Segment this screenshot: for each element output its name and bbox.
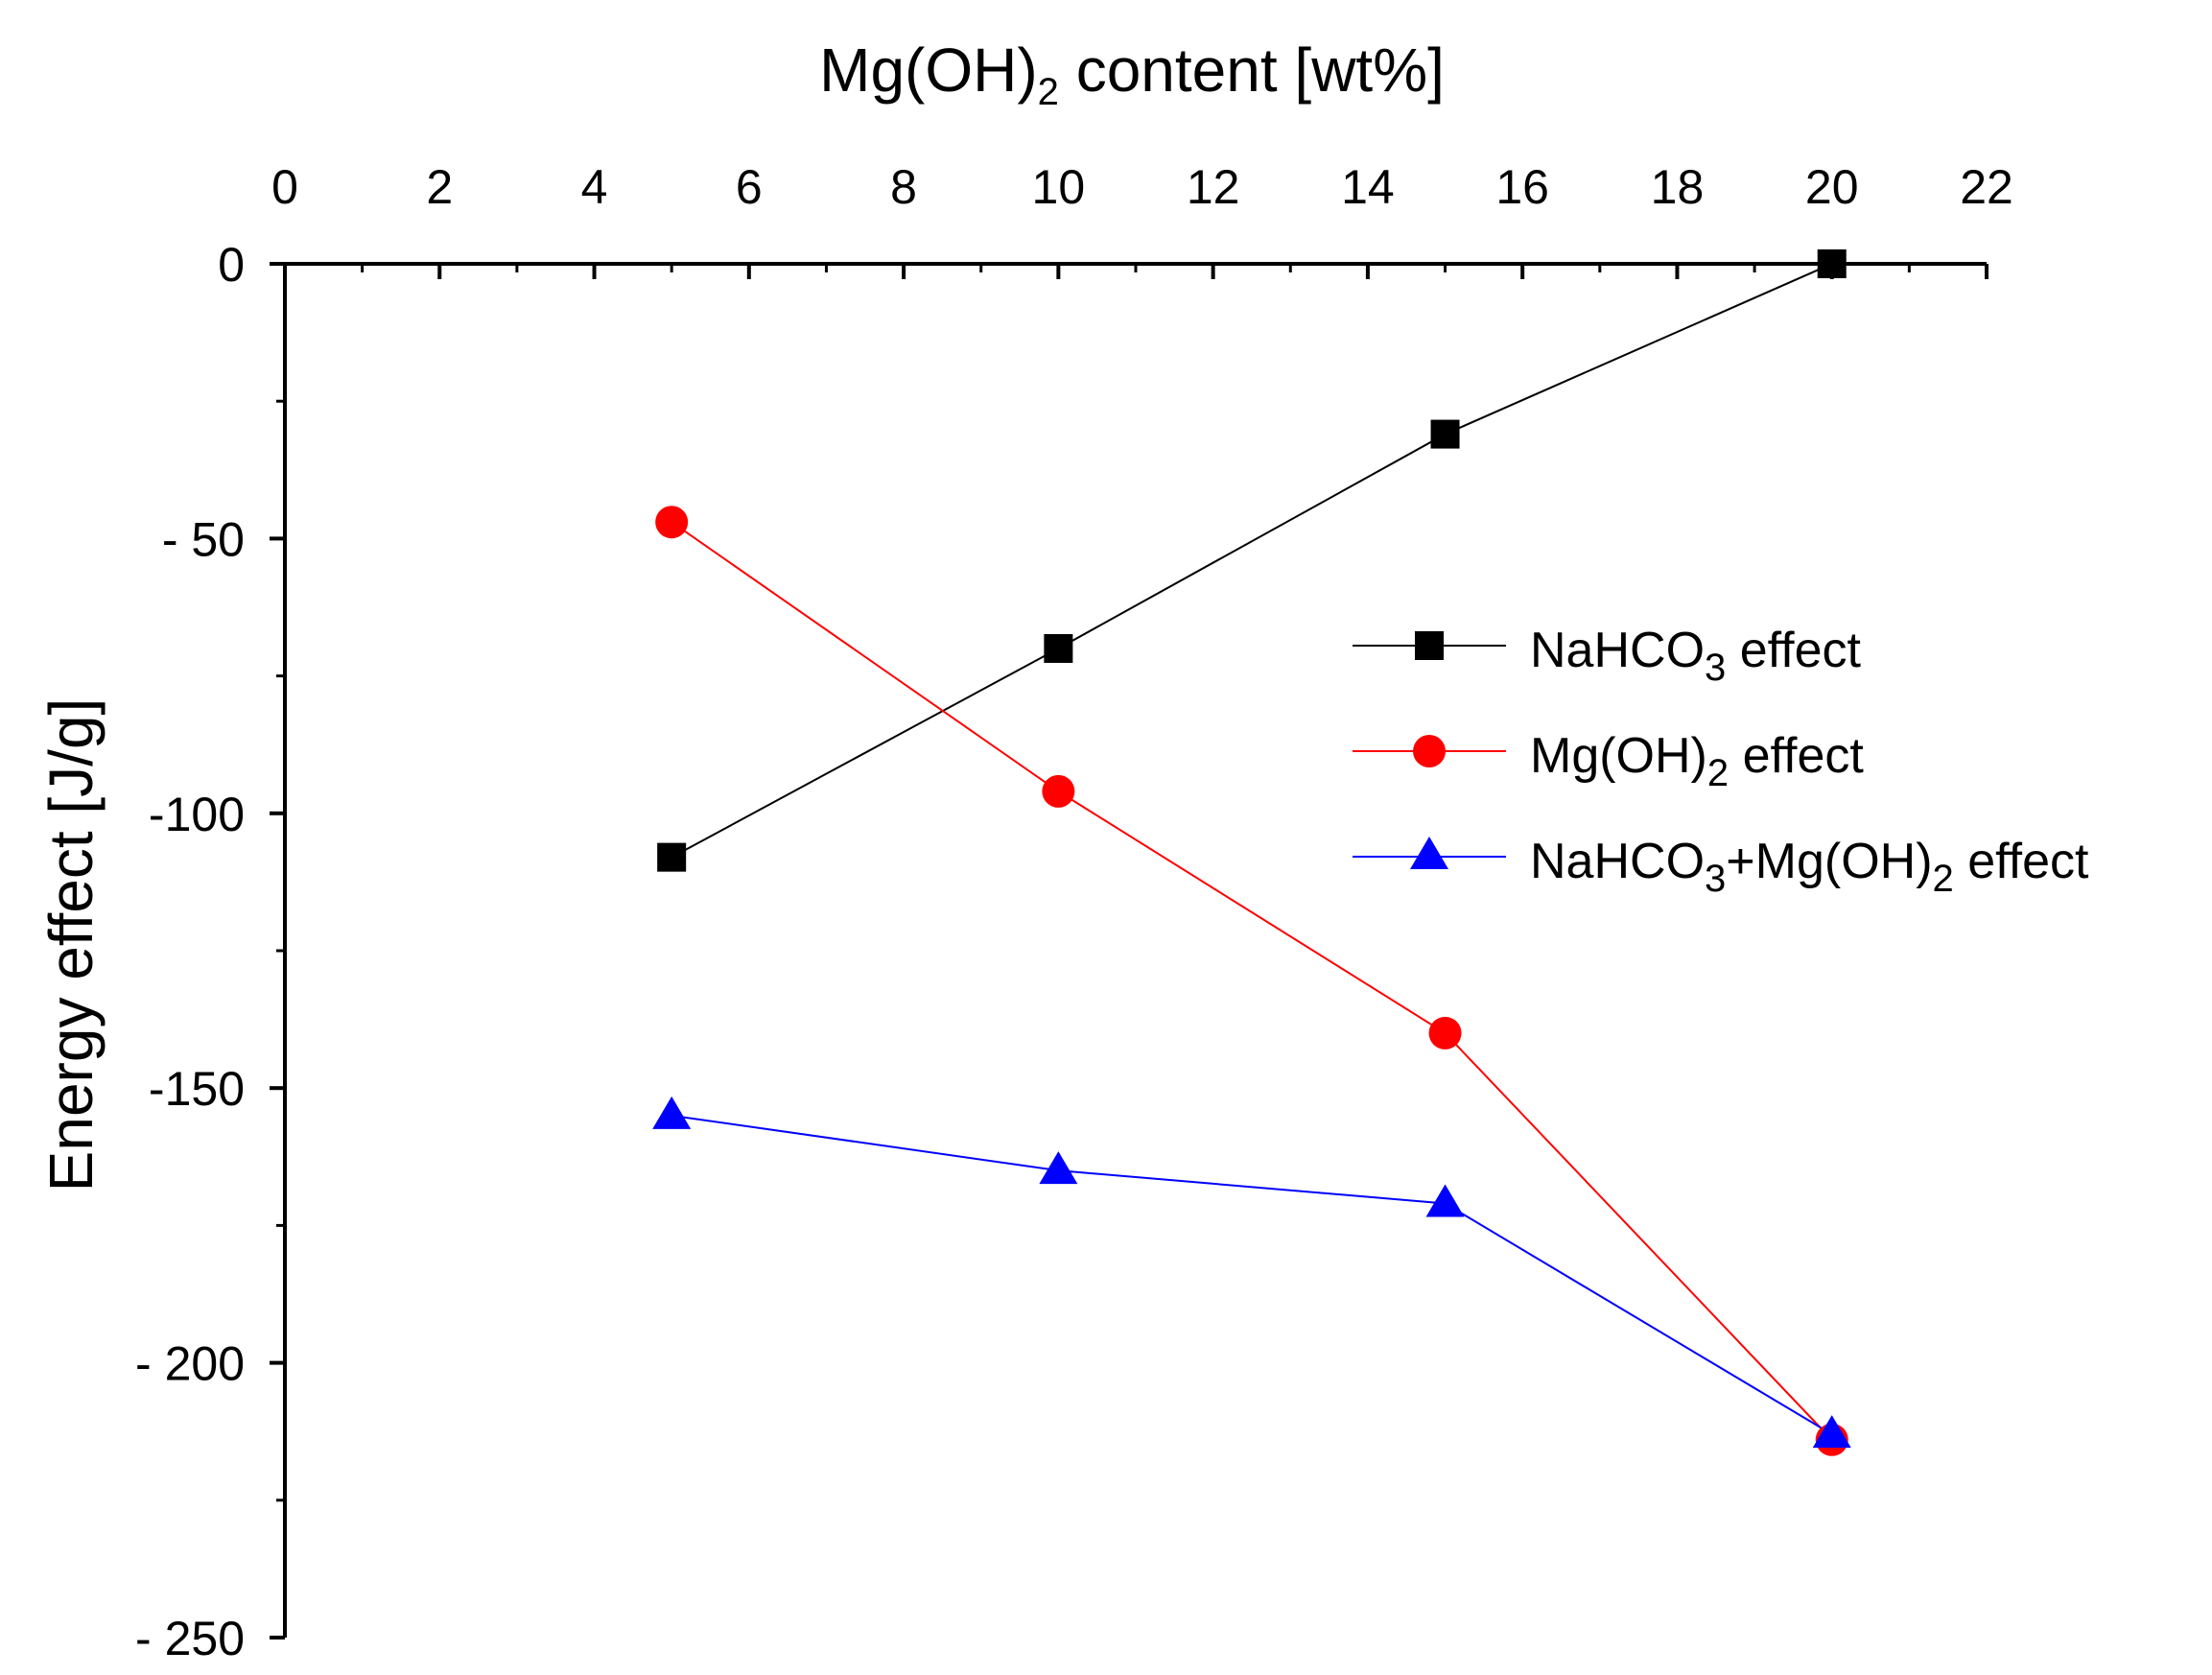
y-tick-label: - 50 [162, 512, 245, 566]
series-line-0 [671, 263, 1833, 859]
data-point-triangle [652, 1096, 692, 1129]
x-axis-title-part: content [wt%] [1059, 35, 1445, 105]
data-point-circle [655, 506, 689, 539]
legend: NaHCO3 effect Mg(OH)2 effect NaHCO3+Mg(O… [1353, 623, 2089, 900]
series-layer [652, 249, 1851, 1456]
legend-label-nahco3: NaHCO3 effect [1530, 623, 1862, 689]
x-tick-label: 4 [581, 160, 608, 214]
data-point-square [1430, 419, 1460, 449]
x-tick-label: 20 [1805, 160, 1859, 214]
legend-label-combined: NaHCO3+Mg(OH)2 effect [1530, 834, 2089, 900]
x-tick-label: 16 [1495, 160, 1549, 214]
x-tick-label: 18 [1651, 160, 1705, 214]
y-ticks: 0 - 50 -100 -150 - 200 - 250 [135, 238, 285, 1665]
data-point-triangle [1812, 1415, 1851, 1449]
y-tick-label: - 250 [135, 1612, 245, 1665]
x-tick-label: 8 [890, 160, 917, 214]
y-axis-title: Energy effect [J/g] [36, 698, 106, 1192]
x-axis-title-part: Mg(OH) [819, 35, 1038, 105]
data-point-circle [1428, 1016, 1462, 1050]
x-axis-title-subscript: 2 [1038, 71, 1059, 113]
series-line-1 [671, 521, 1833, 1441]
legend-label-mgoh2: Mg(OH)2 effect [1530, 728, 1864, 794]
x-tick-label: 6 [736, 160, 763, 214]
y-tick-label: 0 [218, 238, 245, 292]
data-point-square [657, 842, 687, 872]
data-point-triangle [1425, 1184, 1465, 1217]
series-line-2 [671, 1114, 1833, 1435]
y-tick-label: -100 [149, 788, 245, 841]
x-tick-label: 14 [1341, 160, 1395, 214]
legend-marker-triangle-icon [1410, 837, 1448, 869]
data-point-square [1044, 633, 1073, 663]
data-point-square [1817, 249, 1847, 278]
data-point-triangle [1039, 1151, 1078, 1185]
x-tick-label: 2 [426, 160, 453, 214]
legend-marker-square-icon [1415, 631, 1444, 660]
data-point-circle [1042, 774, 1075, 808]
legend-marker-circle-icon [1413, 735, 1446, 767]
legend-entry-nahco3: NaHCO3 effect [1353, 623, 1862, 689]
x-axis-title: Mg(OH)2 content [wt%] [819, 35, 1445, 113]
x-ticks: 0 2 4 6 8 10 12 14 16 18 20 22 [271, 160, 2013, 279]
legend-entry-combined: NaHCO3+Mg(OH)2 effect [1353, 834, 2089, 900]
y-tick-label: - 200 [135, 1337, 245, 1391]
x-tick-label: 0 [271, 160, 298, 214]
x-tick-label: 10 [1032, 160, 1086, 214]
x-tick-label: 12 [1187, 160, 1240, 214]
x-tick-label: 22 [1960, 160, 2013, 214]
legend-entry-mgoh2: Mg(OH)2 effect [1353, 728, 1864, 794]
y-tick-label: -150 [149, 1062, 245, 1116]
